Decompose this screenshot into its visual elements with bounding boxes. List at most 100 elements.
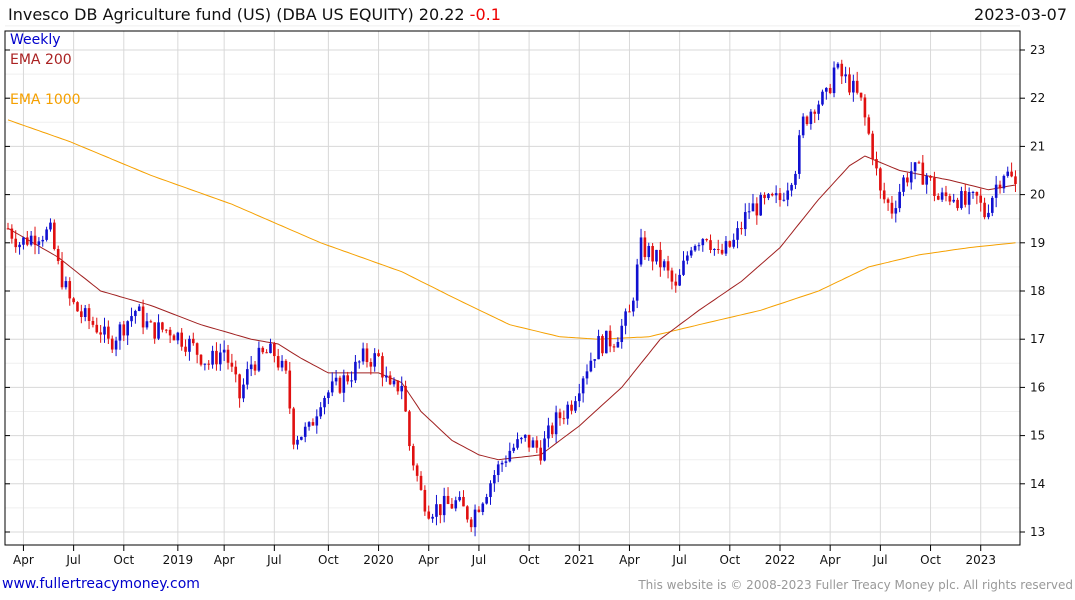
y-tick-label: 15 — [1030, 429, 1045, 443]
candle-body — [134, 310, 137, 317]
candle-body — [701, 239, 705, 246]
candle-body — [728, 241, 732, 247]
candle-body — [338, 377, 342, 393]
candle-body — [72, 298, 75, 303]
candle-body — [906, 177, 909, 183]
legend-weekly: Weekly — [10, 32, 61, 48]
candle-body — [848, 74, 851, 93]
candle-body — [419, 475, 423, 490]
candle-body — [415, 465, 419, 476]
candle-body — [960, 191, 963, 209]
candle-body — [369, 362, 373, 367]
candle-body — [388, 375, 392, 385]
candle-body — [311, 422, 315, 426]
candle-body — [674, 281, 678, 286]
candle-body — [29, 235, 33, 245]
candle-body — [933, 177, 936, 196]
x-tick-label: 2021 — [564, 553, 595, 567]
candle-body — [122, 324, 126, 336]
candle-body — [740, 228, 743, 230]
x-tick-label: Apr — [214, 553, 235, 567]
candle-body — [581, 378, 585, 394]
candle-body — [670, 270, 674, 282]
chart-title: Invesco DB Agriculture fund (US) (DBA US… — [8, 5, 501, 24]
gridlines — [5, 25, 1020, 545]
candle-body — [462, 496, 465, 507]
candle-body — [288, 370, 292, 409]
candle-body — [342, 375, 346, 393]
candle-body — [975, 192, 979, 196]
x-tick-label: Oct — [318, 553, 339, 567]
candle-body — [276, 356, 280, 368]
y-tick-label: 18 — [1030, 284, 1045, 298]
candle-body — [558, 412, 562, 419]
candle-body — [732, 239, 735, 247]
ema-lines — [7, 119, 1016, 461]
candle-body — [751, 203, 755, 212]
y-tick-label: 20 — [1030, 188, 1045, 202]
candle-body — [844, 74, 847, 77]
candle-body — [315, 416, 319, 426]
x-tick-label: Jul — [266, 553, 281, 567]
candle-body — [300, 436, 303, 440]
candles — [6, 59, 1017, 537]
candle-body — [798, 135, 801, 174]
candle-body — [531, 440, 535, 448]
website-link[interactable]: www.fullertreacymoney.com — [2, 576, 200, 592]
candle-body — [6, 228, 10, 230]
candle-body — [427, 511, 431, 519]
candle-body — [855, 80, 859, 93]
candle-body — [647, 245, 651, 258]
candle-body — [64, 281, 68, 288]
candle-body — [643, 237, 647, 258]
candle-body — [909, 171, 913, 183]
candle-body — [628, 311, 631, 313]
candle-body — [635, 264, 639, 301]
candle-body — [659, 249, 662, 268]
candle-body — [107, 326, 110, 339]
candle-body — [257, 347, 261, 371]
candle-body — [145, 321, 149, 328]
candle-body — [871, 133, 874, 160]
candle-body — [87, 308, 91, 321]
candle-body — [983, 202, 986, 218]
candle-body — [292, 408, 295, 445]
candle-body — [477, 509, 481, 512]
candle-body — [10, 228, 14, 239]
candle-body — [103, 326, 106, 335]
x-tick-label: Apr — [619, 553, 640, 567]
x-tick-label: Oct — [719, 553, 740, 567]
x-tick-label: Oct — [519, 553, 540, 567]
candle-body — [45, 229, 48, 240]
candle-body — [755, 203, 759, 216]
candle-body — [689, 250, 693, 256]
candle-body — [940, 192, 944, 200]
candle-body — [852, 80, 855, 93]
candle-body — [825, 87, 828, 92]
candle-body — [720, 249, 724, 254]
candle-body — [361, 348, 365, 362]
candle-body — [404, 385, 407, 412]
candle-body — [925, 175, 928, 185]
candle-body — [238, 374, 241, 399]
x-tick-label: Jul — [65, 553, 80, 567]
y-tick-label: 16 — [1030, 380, 1045, 394]
candle-body — [736, 228, 739, 240]
candle-body — [56, 249, 60, 261]
candle-body — [786, 190, 790, 200]
candle-body — [624, 311, 627, 326]
candle-body — [666, 261, 670, 271]
y-tick-label: 17 — [1030, 332, 1045, 346]
candle-body — [137, 306, 141, 311]
candle-body — [68, 281, 72, 299]
candle-body — [334, 377, 338, 382]
candle-body — [377, 353, 380, 357]
candle-body — [794, 173, 797, 185]
candle-body — [168, 329, 172, 336]
candle-body — [589, 360, 593, 372]
candle-body — [303, 426, 307, 437]
candle-body — [114, 340, 118, 350]
candle-body — [458, 496, 461, 501]
candle-body — [678, 274, 681, 286]
